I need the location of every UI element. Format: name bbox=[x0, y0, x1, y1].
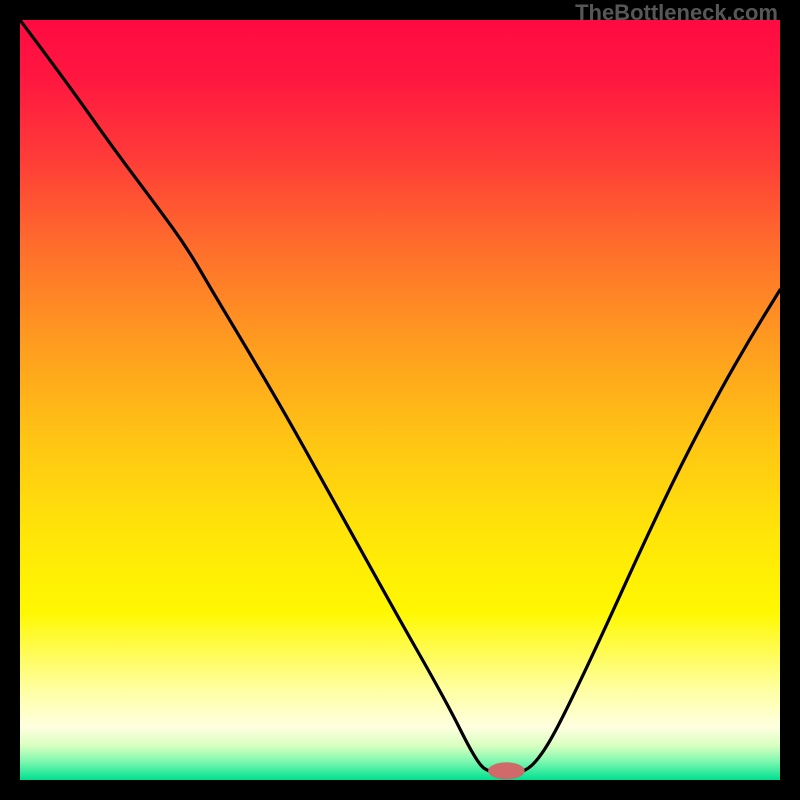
chart-frame: TheBottleneck.com bbox=[0, 0, 800, 800]
chart-svg bbox=[20, 20, 780, 780]
optimal-marker bbox=[488, 763, 524, 780]
watermark-text: TheBottleneck.com bbox=[575, 0, 778, 26]
gradient-background bbox=[20, 20, 780, 780]
plot-area bbox=[20, 20, 780, 780]
